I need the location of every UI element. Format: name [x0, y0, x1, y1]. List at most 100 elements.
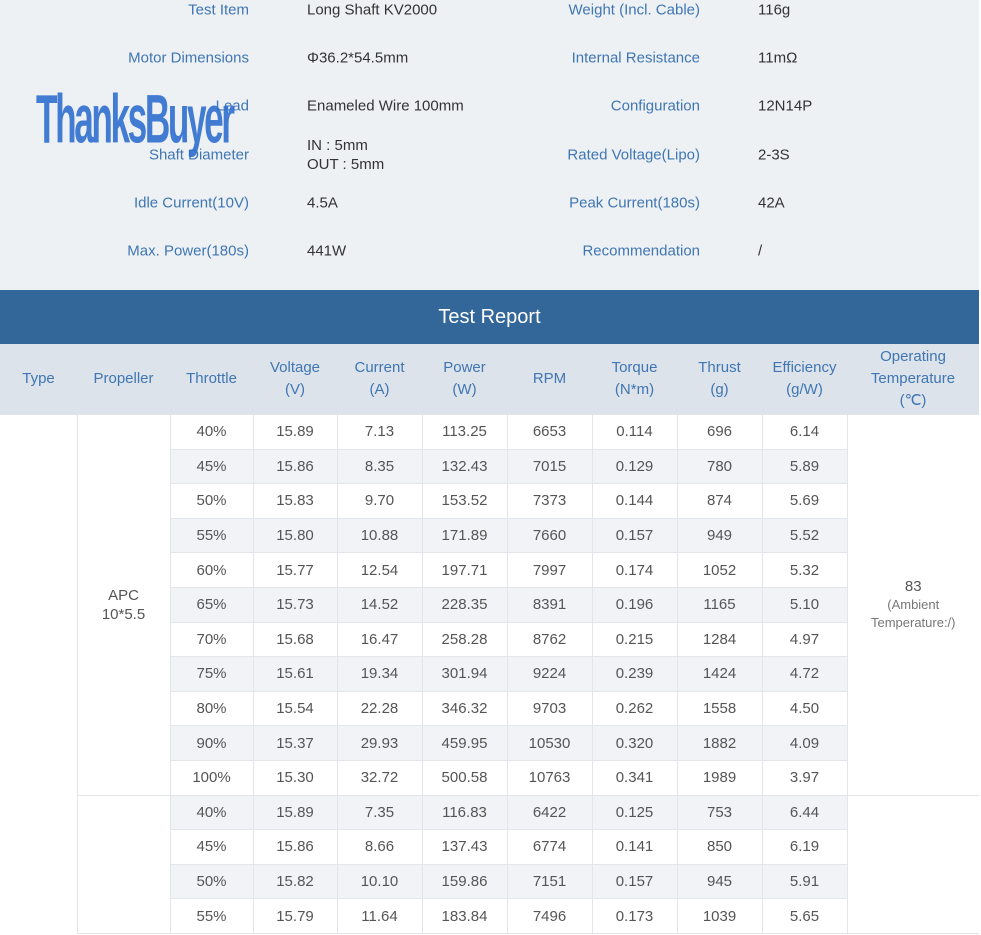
data-cell: 197.71 — [421, 552, 508, 588]
column-header: Efficiency (g/W) — [762, 344, 847, 415]
spec-value: 42A — [758, 194, 785, 212]
spec-label: Peak Current(180s) — [569, 194, 700, 212]
data-cell: 0.341 — [591, 759, 678, 796]
temperature-note: (Ambient Temperature:/) — [870, 597, 956, 631]
header-line: Current — [354, 359, 405, 376]
data-cell: 50% — [169, 863, 254, 900]
column-header: Voltage (V) — [253, 344, 337, 415]
data-cell: 4.72 — [761, 656, 848, 692]
data-cell: 0.174 — [591, 552, 678, 588]
data-cell: 15.37 — [252, 725, 338, 761]
data-cell: 8391 — [506, 586, 593, 623]
data-cell: 15.68 — [252, 621, 338, 658]
data-cell: 10.88 — [336, 517, 423, 554]
data-cell: 6653 — [506, 414, 593, 450]
header-line: Propeller — [93, 370, 154, 387]
data-cell: 15.73 — [252, 586, 338, 623]
column-header: Power (W) — [422, 344, 507, 415]
data-cell: 8.35 — [336, 448, 423, 485]
data-cell: 346.32 — [421, 690, 508, 727]
column-header: Propeller — [77, 344, 170, 415]
data-cell: 5.32 — [761, 552, 848, 588]
spec-value: Long Shaft KV2000 — [307, 1, 437, 20]
data-cell: 0.125 — [591, 794, 678, 831]
data-cell: 228.35 — [421, 586, 508, 623]
spec-label: Motor Dimensions — [128, 49, 249, 67]
data-cell: 183.84 — [421, 898, 508, 934]
data-cell: 80% — [169, 690, 254, 727]
data-cell: 132.43 — [421, 448, 508, 485]
data-cell: 8.66 — [336, 829, 423, 865]
data-row: 45% 15.86 8.35 132.43 7015 0.129 780 5.89 — [0, 448, 979, 485]
data-cell: 29.93 — [336, 725, 423, 761]
header-line: (N*m) — [614, 381, 655, 398]
header-row: Type Propeller Throttle Voltage (V) Current (A… — [0, 344, 979, 415]
spec-value-line: OUT : 5mm — [307, 155, 385, 173]
spec-value: IN : 5mm OUT : 5mm — [307, 136, 384, 174]
data-cell: 10530 — [506, 725, 593, 761]
data-cell: 60% — [169, 552, 254, 588]
data-cell: 70% — [169, 621, 254, 658]
data-cell: 11.64 — [336, 898, 423, 934]
column-header: Thrust (g) — [677, 344, 762, 415]
header-line: Type — [22, 370, 55, 388]
data-cell: 1558 — [676, 690, 763, 727]
data-cell: 5.69 — [761, 483, 848, 519]
data-cell: 45% — [169, 448, 254, 485]
data-cell: 0.157 — [591, 863, 678, 900]
header-line: RPM — [532, 370, 567, 387]
data-cell: 16.47 — [336, 621, 423, 658]
data-cell: 500.58 — [421, 759, 508, 796]
data-cell: 7.35 — [336, 794, 423, 831]
data-cell: 1882 — [676, 725, 763, 761]
data-cell: 1052 — [676, 552, 763, 588]
header-line: (W) — [452, 381, 477, 398]
data-cell: 0.141 — [591, 829, 678, 865]
data-cell: 90% — [169, 725, 254, 761]
header-line: (g/W) — [786, 381, 823, 398]
report-title: Test Report — [0, 290, 979, 344]
data-cell: 7373 — [506, 483, 593, 519]
data-cell: 153.52 — [421, 483, 508, 519]
propeller-line: APC — [108, 586, 139, 604]
data-cell: 874 — [676, 483, 763, 519]
header-line: Torque — [611, 359, 658, 376]
header-line: Thrust — [698, 359, 741, 376]
data-cell: 15.82 — [252, 863, 338, 900]
data-cell: 7.13 — [336, 414, 423, 450]
data-cell: 5.65 — [761, 898, 848, 934]
data-cell: 1424 — [676, 656, 763, 692]
propeller-cell: APC 10*5.5 — [76, 414, 171, 796]
spec-label: Internal Resistance — [571, 49, 700, 67]
column-header: Current (A) — [337, 344, 422, 415]
spec-value: Φ36.2*54.5mm — [307, 49, 408, 68]
column-header: Operating Temperature (℃) — [847, 344, 979, 415]
column-header: Throttle — [170, 344, 253, 415]
data-row: APC 10*5.5 40% 15.89 7.13 113.25 6653 0.114 696 6… — [0, 414, 979, 934]
header-line: Temperature — [870, 370, 956, 387]
data-cell: 1039 — [676, 898, 763, 934]
data-row: 50% 15.83 9.70 153.52 7373 0.144 874 5.69 — [0, 483, 979, 519]
data-cell: 45% — [169, 829, 254, 865]
data-row: 60% 15.77 12.54 197.71 7997 0.174 1052 5.32 — [0, 552, 979, 588]
data-row: 40% 15.89 7.35 116.83 6422 0.125 753 6.44 — [0, 794, 979, 934]
data-cell: 5.89 — [761, 448, 848, 485]
spec-label: Weight (Incl. Cable) — [568, 1, 700, 19]
data-cell: 15.89 — [252, 794, 338, 831]
spec-label: Rated Voltage(Lipo) — [567, 146, 700, 164]
data-cell: 6774 — [506, 829, 593, 865]
data-row: 90% 15.37 29.93 459.95 10530 0.320 1882 4.09 — [0, 725, 979, 761]
data-cell: 32.72 — [336, 759, 423, 796]
spec-label: Shaft Diameter — [148, 146, 249, 164]
data-cell: 137.43 — [421, 829, 508, 865]
data-cell: 780 — [676, 448, 763, 485]
data-cell: 850 — [676, 829, 763, 865]
data-cell: 15.30 — [252, 759, 338, 796]
report-table: Test Report Type Propeller Throttle Voltage… — [0, 290, 979, 934]
data-cell: 159.86 — [421, 863, 508, 900]
data-cell: 10.10 — [336, 863, 423, 900]
data-cell: 0.129 — [591, 448, 678, 485]
data-cell: 7496 — [506, 898, 593, 934]
data-cell: 0.157 — [591, 517, 678, 554]
